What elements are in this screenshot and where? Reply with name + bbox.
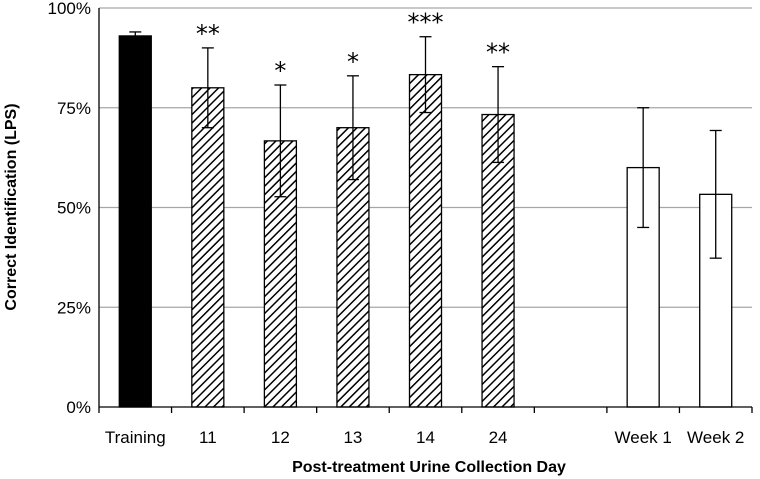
bar	[118, 35, 152, 408]
significance-marker: *	[274, 57, 286, 85]
y-tick-label: 75%	[57, 99, 91, 118]
y-tick-label: 0%	[66, 398, 91, 417]
bars-layer	[118, 31, 733, 408]
x-category-label: Week 1	[615, 428, 672, 447]
y-tick-label: 100%	[48, 0, 91, 18]
y-tick-labels: 0% 25% 50% 75% 100%	[48, 0, 91, 417]
x-category-label: 24	[489, 428, 508, 447]
significance-marker: **	[486, 39, 510, 67]
bar	[408, 73, 443, 408]
x-category-label: 11	[199, 428, 217, 447]
x-category-label: 12	[271, 428, 290, 447]
bar	[191, 87, 225, 408]
x-category-labels: Training 11 12 13 14 24 Week 1 Week 2	[105, 428, 745, 447]
significance-markers: *** ******	[196, 9, 510, 85]
significance-marker: ***	[408, 9, 444, 37]
x-category-label: Training	[105, 428, 166, 447]
y-tick-label: 25%	[57, 298, 91, 317]
x-category-label: Week 2	[687, 428, 744, 447]
x-category-label: 14	[416, 428, 435, 447]
x-axis-title: Post-treatment Urine Collection Day	[292, 459, 566, 476]
y-tick-label: 50%	[57, 199, 91, 218]
axes	[98, 8, 753, 413]
x-category-label: 13	[343, 428, 362, 447]
y-axis-title: Correct Identification (LPS)	[3, 103, 20, 310]
significance-marker: *	[347, 48, 359, 76]
bar	[481, 113, 515, 408]
significance-marker: **	[196, 20, 220, 48]
